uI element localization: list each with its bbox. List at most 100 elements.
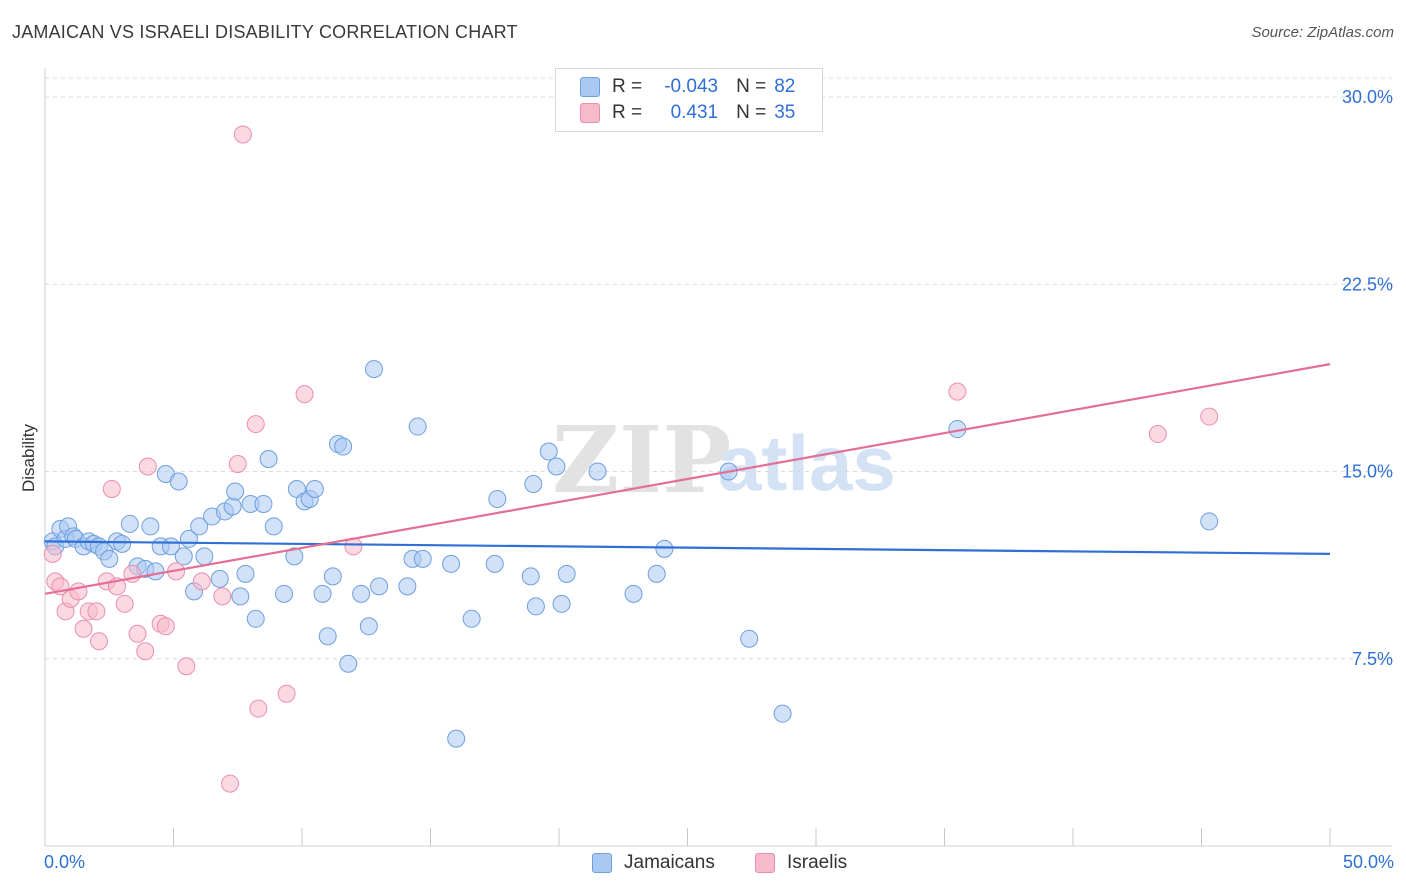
israelis-point <box>87 602 106 621</box>
jamaicans-points <box>43 360 1219 748</box>
jamaicans-point <box>120 514 139 533</box>
jamaicans-point <box>447 729 466 748</box>
israelis-point <box>228 455 247 474</box>
jamaicans-point <box>488 489 507 508</box>
israelis-point <box>115 594 134 613</box>
israelis-point <box>69 582 88 601</box>
jamaicans-point <box>352 584 371 603</box>
jamaicans-point <box>773 704 792 723</box>
r-value: -0.043 <box>664 76 719 97</box>
x-tick-label-min: 0.0% <box>44 852 86 872</box>
legend-row-israelis: R = 0.431 N = 35 <box>580 101 795 125</box>
jamaicans-point <box>190 517 209 536</box>
y-tick-label: 7.5% <box>1352 649 1393 669</box>
israelis-point <box>177 657 196 676</box>
israelis-swatch <box>580 103 600 123</box>
y-tick-label: 22.5% <box>1342 274 1393 294</box>
jamaicans-swatch <box>592 853 612 873</box>
jamaicans-point <box>364 360 383 379</box>
source-credit: Source: ZipAtlas.com <box>1251 24 1394 41</box>
israelis-point <box>1200 407 1219 426</box>
jamaicans-point <box>254 494 273 513</box>
israelis-point <box>128 624 147 643</box>
jamaicans-point <box>740 629 759 648</box>
r-label: R = <box>612 76 643 97</box>
israelis-trend-line <box>44 363 1331 595</box>
israelis-point <box>102 479 121 498</box>
israelis-point <box>213 587 232 606</box>
jamaicans-point <box>539 442 558 461</box>
jamaicans-point <box>647 564 666 583</box>
jamaicans-point <box>113 534 132 553</box>
watermark-atlas: atlas <box>718 419 896 507</box>
jamaicans-point <box>462 609 481 628</box>
n-value: 82 <box>774 76 796 97</box>
x-ticks <box>173 828 1331 846</box>
n-value: 35 <box>774 102 796 123</box>
israelis-point <box>156 617 175 636</box>
jamaicans-point <box>246 609 265 628</box>
legend-label-israelis: Israelis <box>787 852 848 873</box>
israelis-point <box>948 382 967 401</box>
israelis-point <box>74 619 93 638</box>
y-tick-label: 30.0% <box>1342 87 1393 107</box>
jamaicans-point <box>226 482 245 501</box>
jamaicans-point <box>174 547 193 566</box>
legend-item-jamaicans[interactable]: Jamaicans <box>592 852 715 874</box>
jamaicans-point <box>526 597 545 616</box>
jamaicans-point <box>624 584 643 603</box>
jamaicans-point <box>359 617 378 636</box>
jamaicans-point <box>442 554 461 573</box>
israelis-swatch <box>755 853 775 873</box>
jamaicans-point <box>141 517 160 536</box>
jamaicans-point <box>398 577 417 596</box>
watermark: ZIP atlas <box>552 406 896 514</box>
jamaicans-point <box>408 417 427 436</box>
jamaicans-point <box>485 554 504 573</box>
jamaicans-point <box>323 567 342 586</box>
israelis-points <box>43 125 1219 793</box>
series-legend: Jamaicans Israelis <box>0 850 1406 878</box>
jamaicans-point <box>313 584 332 603</box>
jamaicans-point <box>524 474 543 493</box>
jamaicans-swatch <box>580 77 600 97</box>
jamaicans-point <box>169 472 188 491</box>
watermark-zip: ZIP <box>552 406 731 514</box>
israelis-point <box>277 684 296 703</box>
jamaicans-point <box>275 584 294 603</box>
r-label: R = <box>612 102 643 123</box>
jamaicans-point <box>146 562 165 581</box>
israelis-point <box>138 457 157 476</box>
jamaicans-point <box>339 654 358 673</box>
n-label: N = <box>736 102 767 123</box>
jamaicans-point <box>236 564 255 583</box>
israelis-point <box>89 632 108 651</box>
jamaicans-point <box>413 549 432 568</box>
israelis-point <box>233 125 252 144</box>
x-tick-label-max: 50.0% <box>1342 852 1394 872</box>
legend-item-israelis[interactable]: Israelis <box>755 852 847 874</box>
jamaicans-point <box>318 627 337 646</box>
jamaicans-point <box>552 594 571 613</box>
y-tick-label: 15.0% <box>1342 462 1393 482</box>
jamaicans-point <box>195 547 214 566</box>
israelis-point <box>192 572 211 591</box>
y-axis-label: Disability <box>19 423 38 492</box>
n-label: N = <box>736 76 767 97</box>
jamaicans-trend-line <box>44 540 1331 555</box>
jamaicans-point <box>655 539 674 558</box>
jamaicans-point <box>547 457 566 476</box>
jamaicans-point <box>557 564 576 583</box>
trend-lines <box>44 363 1331 595</box>
legend-label-jamaicans: Jamaicans <box>624 852 715 873</box>
jamaicans-point <box>521 567 540 586</box>
israelis-point <box>295 385 314 404</box>
jamaicans-point <box>210 569 229 588</box>
jamaicans-point <box>231 587 250 606</box>
israelis-point <box>1148 425 1167 444</box>
y-tick-labels: 7.5% 15.0% 22.5% 30.0% <box>1342 87 1393 669</box>
jamaicans-point <box>259 450 278 469</box>
jamaicans-point <box>1200 512 1219 531</box>
jamaicans-point <box>264 517 283 536</box>
